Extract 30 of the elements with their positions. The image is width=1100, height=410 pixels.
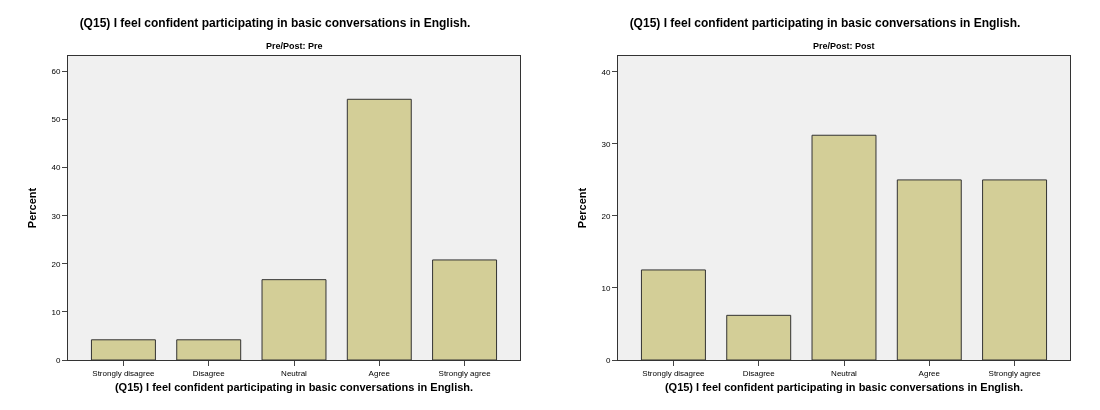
y-tick-label: 0 <box>55 355 61 365</box>
x-tick-label: Agree <box>918 368 941 378</box>
y-axis-title: Percent <box>26 187 39 229</box>
y-tick-label: 20 <box>51 259 61 269</box>
x-tick-label: Disagree <box>742 368 776 378</box>
y-tick-label: 30 <box>601 139 611 149</box>
x-tick-label: Strongly disagree <box>642 368 706 378</box>
y-axis-title: Percent <box>576 187 589 229</box>
x-tick-label: Strongly agree <box>988 368 1042 378</box>
x-tick-label: Disagree <box>192 368 226 378</box>
x-axis-title: (Q15) I feel confident participating in basic conversations in English. <box>664 380 1024 393</box>
y-tick-label: 20 <box>601 211 611 221</box>
y-tick-label: 50 <box>51 115 61 125</box>
chart-subtitle: Pre/Post: Pre <box>266 41 323 51</box>
x-tick-label: Agree <box>368 368 391 378</box>
chart-title: (Q15) I feel confident participating in basic conversations in English. <box>79 15 471 30</box>
x-tick-label: Strongly agree <box>438 368 492 378</box>
chart-subtitle: Pre/Post: Post <box>813 41 875 51</box>
y-tick-label: 40 <box>601 67 611 77</box>
x-tick-label: Strongly disagree <box>92 368 156 378</box>
y-tick-label: 60 <box>51 67 61 77</box>
chart-title: (Q15) I feel confident participating in basic conversations in English. <box>629 15 1021 30</box>
y-tick-label: 30 <box>51 211 61 221</box>
x-tick-label: Neutral <box>281 368 308 378</box>
y-tick-label: 10 <box>51 307 61 317</box>
x-axis-title: (Q15) I feel confident participating in basic conversations in English. <box>114 380 474 393</box>
x-tick-label: Neutral <box>831 368 858 378</box>
y-tick-label: 40 <box>51 163 61 173</box>
y-tick-label: 10 <box>601 283 611 293</box>
y-tick-label: 0 <box>605 355 611 365</box>
